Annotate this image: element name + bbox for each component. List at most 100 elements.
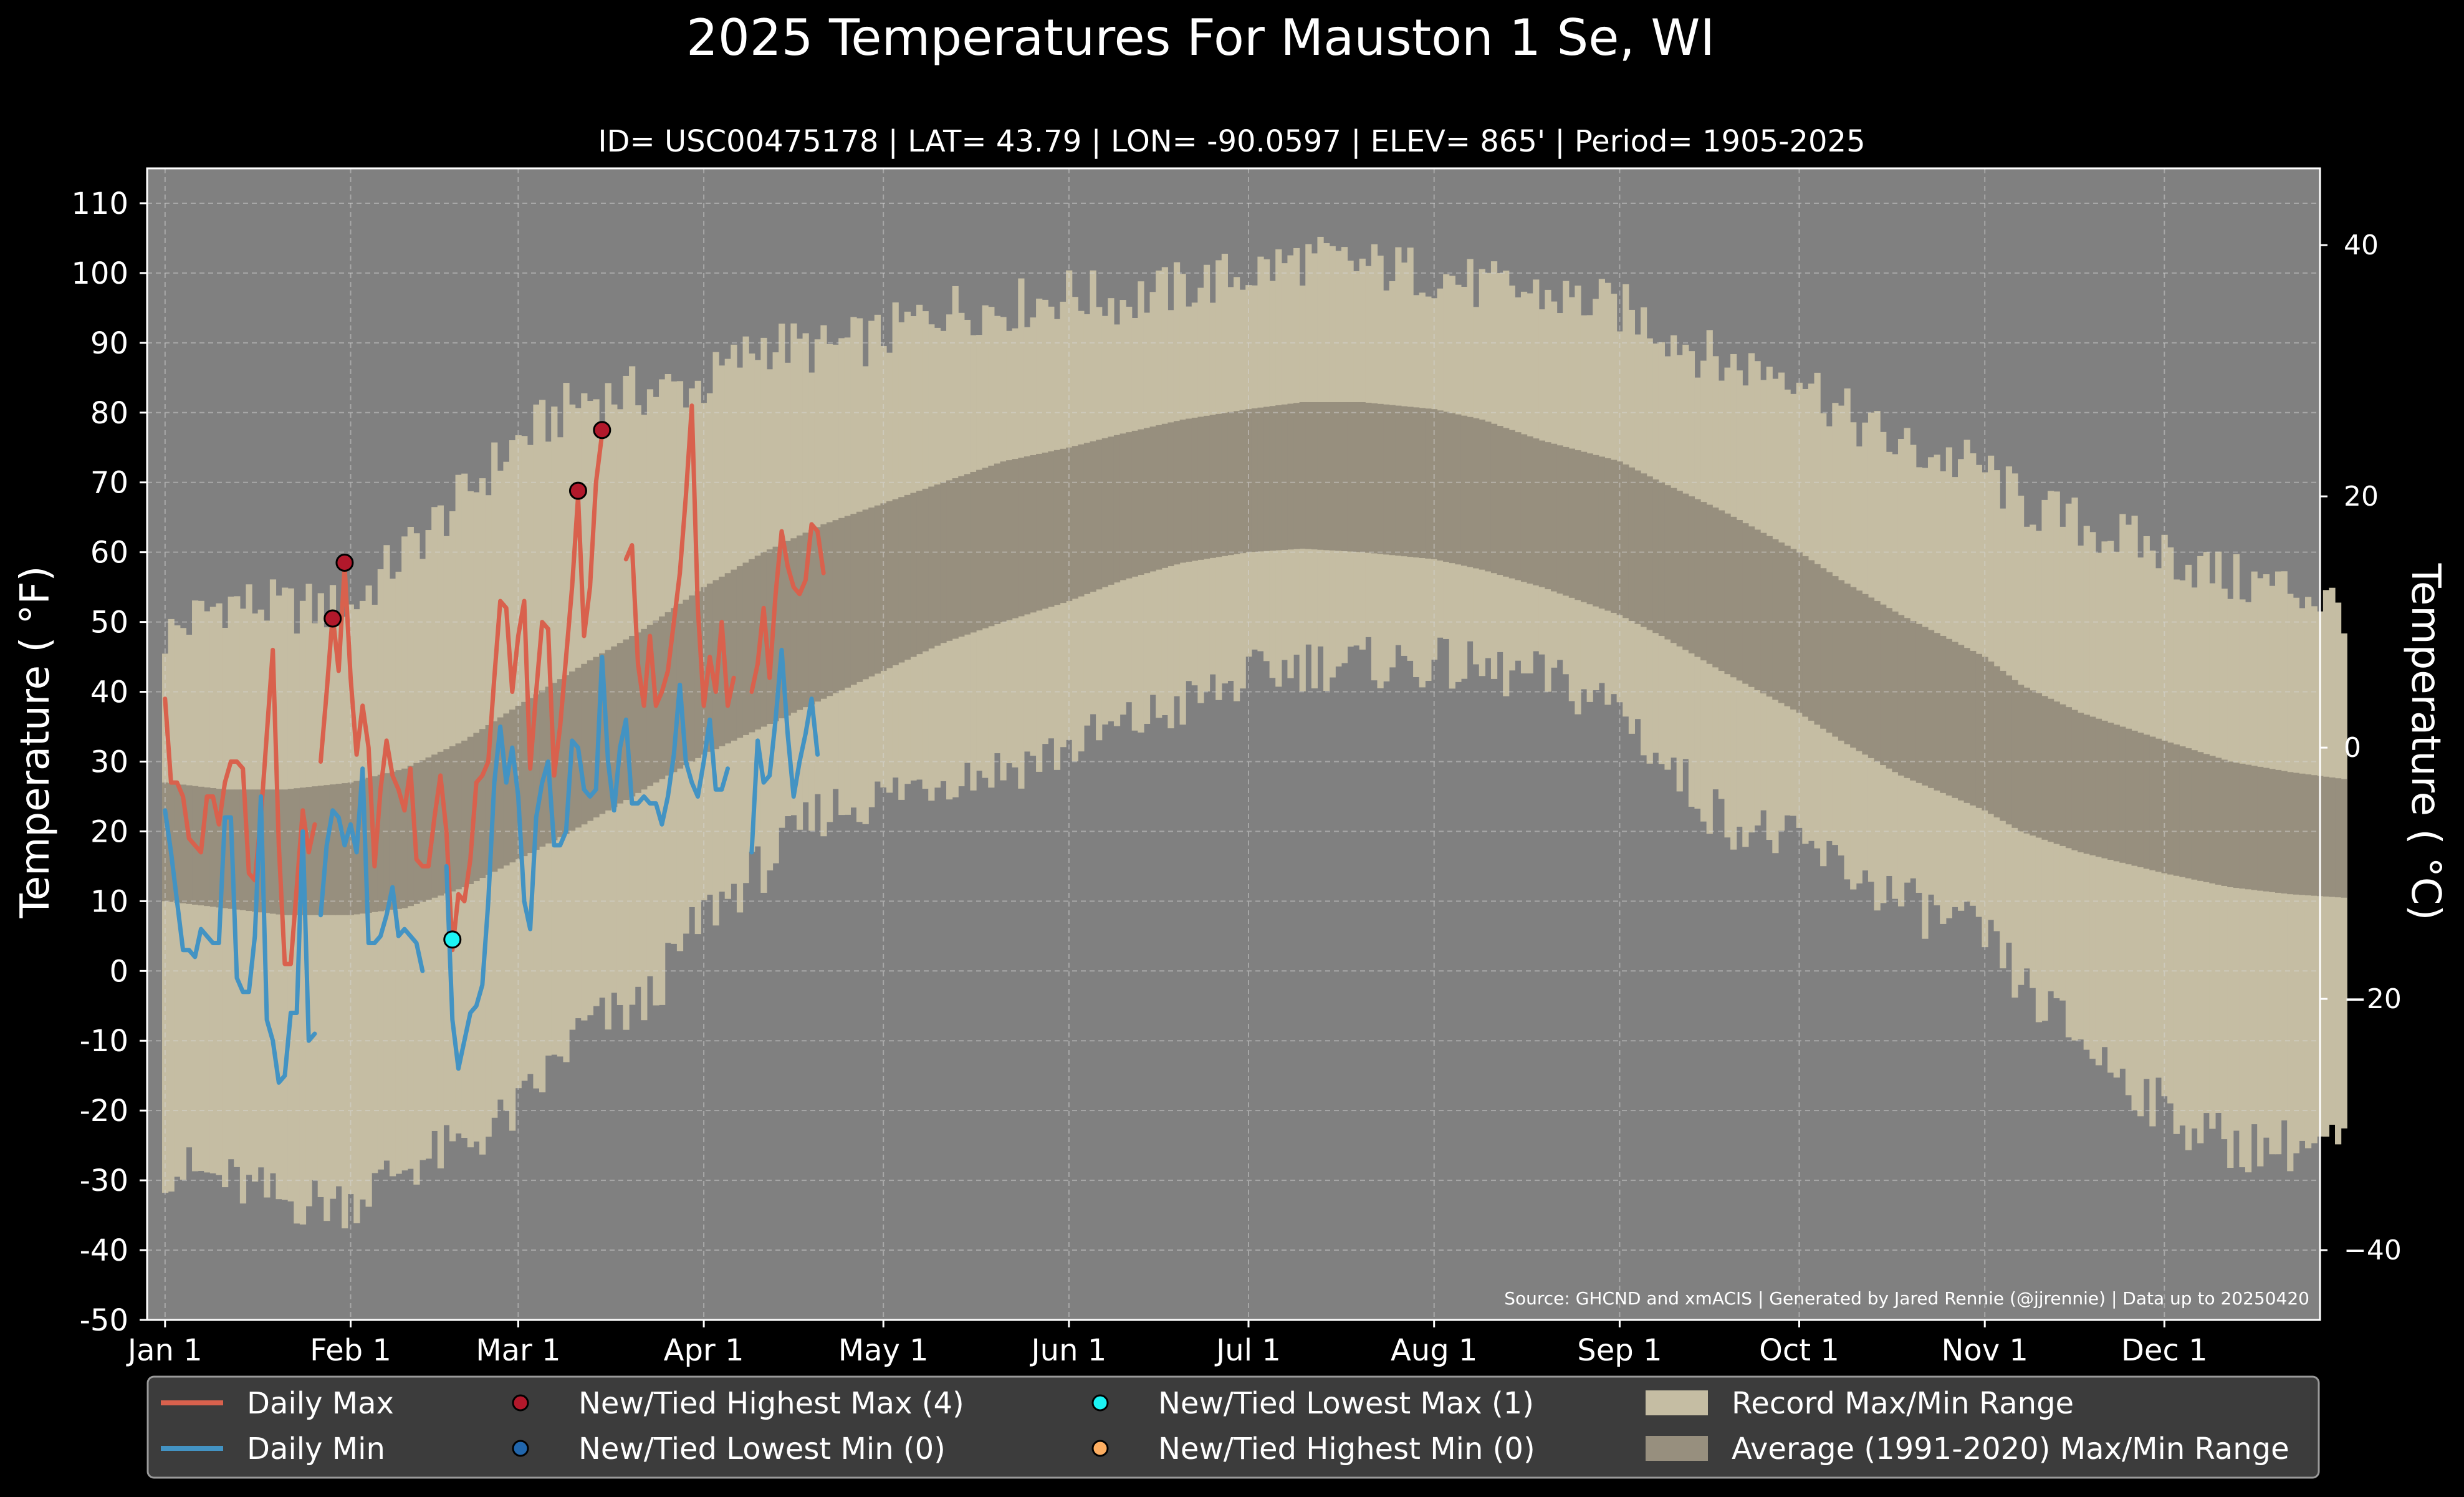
normal-range-bar	[1030, 455, 1037, 613]
normal-range-bar	[539, 690, 546, 847]
normal-range-bar	[2287, 772, 2294, 895]
normal-range-bar	[760, 552, 767, 727]
normal-range-bar	[1329, 402, 1336, 551]
normal-range-bar	[1239, 410, 1246, 554]
normal-range-bar	[1988, 662, 1995, 814]
normal-range-bar	[497, 717, 504, 869]
normal-range-bar	[1838, 580, 1845, 741]
record-range-bar	[180, 628, 187, 1180]
normal-range-bar	[862, 509, 869, 680]
gridlines	[147, 168, 2320, 1321]
normal-range-bar	[1101, 438, 1108, 587]
normal-range-bar	[2227, 761, 2234, 887]
normal-range-bar	[629, 635, 636, 797]
normal-range-bar	[2203, 754, 2210, 882]
normal-range-bar	[2251, 766, 2258, 890]
legend-patch-swatch	[1646, 1390, 1708, 1415]
normal-range-bar	[1706, 504, 1713, 664]
x-tick-label: Sep 1	[1577, 1333, 1662, 1368]
normal-range-bar	[2083, 715, 2090, 854]
normal-range-bar	[1449, 413, 1455, 564]
normal-range-bar	[2293, 773, 2299, 895]
normal-range-bar	[1712, 508, 1719, 668]
normal-range-bar	[1646, 476, 1653, 630]
normal-range-bar	[1090, 441, 1096, 592]
normal-range-bar	[1161, 423, 1168, 568]
normal-range-bar	[808, 529, 815, 705]
normal-range-bar	[1467, 416, 1474, 567]
normal-range-bar	[252, 789, 259, 912]
legend-dot-swatch	[512, 1440, 529, 1457]
normal-range-bar	[1850, 587, 1857, 748]
normal-range-bar	[934, 484, 941, 646]
normal-range-bar	[1545, 442, 1551, 590]
normal-range-bar	[1269, 406, 1276, 551]
normal-range-bar	[2191, 750, 2198, 880]
normal-range-bar	[1970, 650, 1977, 806]
normal-range-bar	[2167, 742, 2174, 875]
normal-range-bar	[383, 773, 390, 911]
normal-range-bar	[599, 653, 606, 814]
normal-range-bar	[1473, 418, 1480, 569]
legend-patch-swatch	[1646, 1436, 1708, 1461]
normal-range-bar	[1000, 461, 1007, 622]
normal-range-bar	[1096, 440, 1103, 590]
daily-min-line	[319, 766, 425, 973]
legend-box	[146, 1375, 2320, 1479]
normal-range-bar	[2048, 698, 2054, 842]
normal-range-bar	[1018, 458, 1025, 617]
normal-range-bar	[1209, 415, 1216, 558]
y-tick-label: -50	[80, 1303, 128, 1338]
legend-dot-swatch	[1091, 1440, 1109, 1457]
normal-range-bar	[1724, 513, 1731, 675]
normal-range-bar	[1060, 448, 1067, 604]
normal-range-bar	[2335, 778, 2342, 898]
normal-range-bar	[1413, 407, 1420, 558]
normal-range-bar	[180, 784, 187, 903]
normal-range-bar	[294, 788, 300, 915]
normal-range-bar	[1730, 516, 1737, 678]
normal-range-bar	[2000, 670, 2006, 821]
normal-range-bar	[1335, 402, 1342, 551]
normal-range-bar	[826, 522, 833, 696]
new-high-max-point	[568, 481, 587, 500]
normal-range-bar	[2113, 724, 2120, 862]
normal-range-bar	[1108, 436, 1115, 585]
new-low-max-point	[443, 930, 462, 949]
normal-range-bar	[1503, 428, 1510, 577]
normal-range-bar	[2041, 696, 2048, 840]
normal-range-bar	[964, 474, 971, 635]
y-tick-label: 70	[90, 466, 128, 501]
legend-dot-swatch	[512, 1394, 529, 1412]
x-axis: Jan 1 Feb 1 Mar 1 Apr 1 May 1 Jun 1 Jul 1 Aug 1…	[126, 1320, 2208, 1368]
legend-label: New/Tied Lowest Max (1)	[1158, 1386, 1534, 1421]
normal-range-bar	[533, 694, 540, 850]
normal-range-bar	[1227, 412, 1234, 556]
normal-range-bar	[2059, 704, 2066, 846]
normal-range-bar	[880, 503, 887, 671]
normal-range-bar	[2281, 771, 2288, 894]
y-tick-label: -30	[80, 1163, 128, 1198]
x-tick-label: Jun 1	[1030, 1333, 1107, 1368]
normal-range-bar	[1281, 404, 1288, 550]
normal-range-bar	[1634, 470, 1641, 624]
legend-label: New/Tied Highest Max (4)	[578, 1386, 964, 1421]
normal-range-bar	[1455, 414, 1462, 565]
x-tick-label: Dec 1	[2121, 1333, 2208, 1368]
normal-range-bar	[1736, 520, 1743, 681]
chart-title: 2025 Temperatures For Mauston 1 Se, WI	[686, 9, 1715, 67]
normal-range-bar	[910, 493, 917, 657]
normal-range-bar	[1593, 455, 1599, 607]
normal-range-bar	[719, 576, 726, 746]
normal-range-bar	[2125, 728, 2132, 865]
normal-range-bar	[970, 471, 977, 633]
y-tick-label: 50	[90, 605, 128, 640]
legend-item-new-tied-lowest-min-0: New/Tied Lowest Min (0)	[512, 1432, 946, 1466]
normal-range-bar	[1437, 410, 1444, 561]
normal-range-bar	[2065, 707, 2073, 849]
normal-range-bar	[1922, 627, 1929, 786]
x-tick-label: Oct 1	[1759, 1333, 1839, 1368]
y2-tick-label: −20	[2344, 983, 2402, 1015]
normal-range-bar	[1508, 430, 1515, 579]
normal-range-bar	[2071, 710, 2078, 850]
